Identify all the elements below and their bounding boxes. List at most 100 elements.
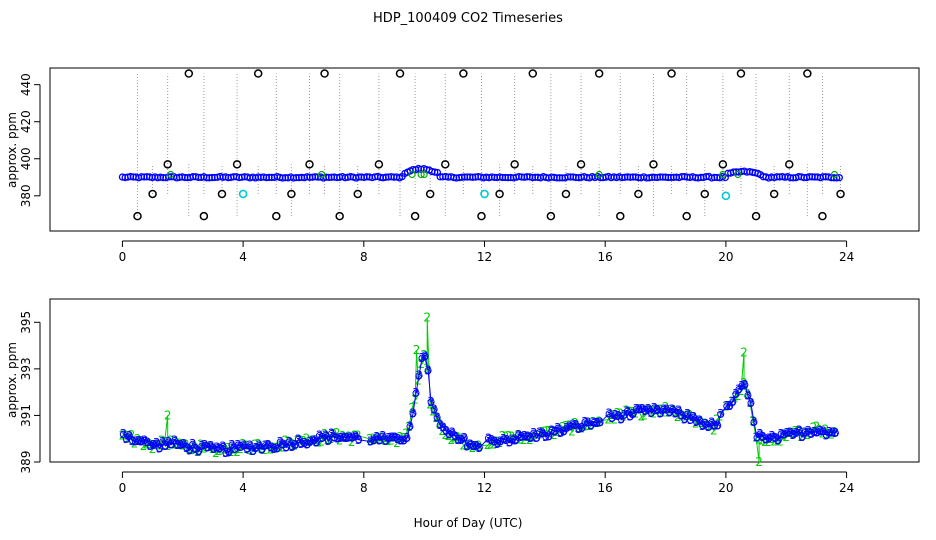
series-3-point-label: 3: [626, 410, 634, 424]
series-3-point-label: 3: [409, 406, 417, 420]
series-3-point-label: 3: [355, 433, 363, 447]
series-2-point-label: 2: [523, 430, 531, 444]
series-3-point-label: 3: [460, 431, 468, 445]
calibration-point: [667, 69, 676, 78]
series-3-point-label: 3: [705, 420, 713, 434]
series-3-point-label: 3: [379, 429, 387, 443]
series-3-point-label: 3: [657, 407, 665, 421]
series-2-point-label: 2: [813, 420, 821, 434]
green-measurement-point: [167, 170, 175, 179]
series-3-point-label: 3: [291, 438, 299, 452]
series-2-point-label: 2: [776, 435, 784, 449]
series-2-point-label: 2: [402, 427, 410, 441]
series-3-point-label: 3: [228, 438, 236, 452]
series-3-point-label: 3: [789, 428, 797, 442]
series-3-marker: [325, 437, 333, 445]
series-3-point-label: 3: [620, 408, 628, 422]
series-3-marker: [273, 444, 281, 452]
series-2-point-label: 2: [755, 455, 763, 469]
series-3-point-label: 3: [165, 435, 173, 449]
series-2-point-label: 2: [568, 425, 576, 439]
series-3-point-label: 3: [424, 363, 432, 377]
series-2-point-label: 2: [269, 441, 277, 455]
green-measurement-point: [317, 170, 326, 179]
series-2-point-label: 2: [804, 428, 812, 442]
series-2-point-label: 2: [423, 311, 431, 325]
series-3-point-label: 3: [246, 439, 254, 453]
series-2-point-label: 2: [408, 401, 416, 415]
series-2-point-label: 2: [595, 415, 603, 429]
calibration-point: [148, 189, 157, 199]
top-x-tick-label: 20: [718, 250, 733, 264]
series-3-point-label: 3: [373, 430, 381, 444]
series-3-point-label: 3: [433, 411, 441, 425]
series-3-point-label: 3: [672, 406, 680, 420]
series-2-point-label: 2: [674, 410, 682, 424]
top-y-tick-label: 420: [19, 110, 33, 133]
series-3-point-label: 3: [729, 395, 737, 409]
calibration-point: [133, 211, 142, 221]
series-2-point-label: 2: [420, 348, 428, 362]
series-2-point-label: 2: [475, 439, 483, 453]
series-2-point-label: 2: [423, 362, 431, 376]
series-2-point-label: 2: [604, 412, 612, 426]
series-3-point-label: 3: [617, 412, 625, 426]
series-3-point-label: 3: [382, 434, 390, 448]
series-3-point-label: 3: [494, 437, 502, 451]
series-2-point-label: 2: [158, 433, 166, 447]
series-2-point-label: 2: [810, 421, 818, 435]
calibration-point: [649, 160, 658, 169]
series-3-marker: [714, 422, 722, 430]
series-2-point-label: 2: [641, 408, 649, 422]
series-3-marker: [424, 366, 432, 374]
series-3-point-label: 3: [282, 440, 290, 454]
series-3-point-label: 3: [678, 409, 686, 423]
series-2-point-label: 2: [212, 446, 220, 460]
series-3-point-label: 3: [717, 407, 725, 421]
series-2-point-label: 2: [285, 435, 293, 449]
series-3-point-label: 3: [666, 405, 674, 419]
series-3-marker: [729, 398, 737, 406]
series-3-marker: [270, 445, 278, 453]
series-2-point-label: 2: [233, 445, 241, 459]
series-3-point-label: 3: [316, 428, 324, 442]
series-2-point-label: 2: [589, 415, 597, 429]
series-3-point-label: 3: [506, 436, 514, 450]
series-3-point-label: 3: [792, 426, 800, 440]
series-2-point-label: 2: [746, 395, 754, 409]
series-3-point-label: 3: [823, 428, 831, 442]
series-2-point-label: 2: [788, 426, 796, 440]
bottom-x-tick-label: 8: [360, 481, 368, 495]
series-3-point-label: 3: [798, 430, 806, 444]
series-3-point-label: 3: [654, 403, 662, 417]
calibration-point: [441, 160, 450, 169]
series-2-point-label: 2: [441, 428, 449, 442]
series-2-point-label: 2: [236, 442, 244, 456]
bottom-data-marks: 2222222222222222222222222222222222222222…: [119, 311, 840, 469]
series-3-marker: [774, 437, 782, 445]
series-3-point-label: 3: [159, 435, 167, 449]
calibration-point: [803, 69, 812, 78]
top-data-marks: [118, 69, 845, 221]
series-3-marker: [454, 436, 462, 444]
series-3-point-label: 3: [795, 423, 803, 437]
series-3-point-label: 3: [427, 395, 435, 409]
series-3-marker: [675, 407, 683, 415]
series-2-point-label: 2: [553, 425, 561, 439]
series-3-point-label: 3: [313, 436, 321, 450]
series-3-marker: [816, 427, 824, 435]
series-3-point-label: 3: [735, 382, 743, 396]
series-3-marker: [415, 372, 423, 380]
bottom-x-axis: 0 4 8 12 16 20 24: [119, 471, 854, 495]
series-3-marker: [659, 405, 667, 413]
series-2-point-label: 2: [260, 443, 268, 457]
bottom-x-tick-label: 24: [839, 481, 854, 495]
top-x-tick-label: 24: [839, 250, 854, 264]
bottom-x-tick-label: 20: [718, 481, 733, 495]
calibration-point: [718, 160, 728, 169]
calibration-point: [528, 69, 538, 78]
series-2-point-label: 2: [472, 440, 480, 454]
series-2-point-label: 2: [206, 440, 214, 454]
series-3-point-label: 3: [406, 419, 414, 433]
green-measurement-point: [734, 170, 742, 179]
